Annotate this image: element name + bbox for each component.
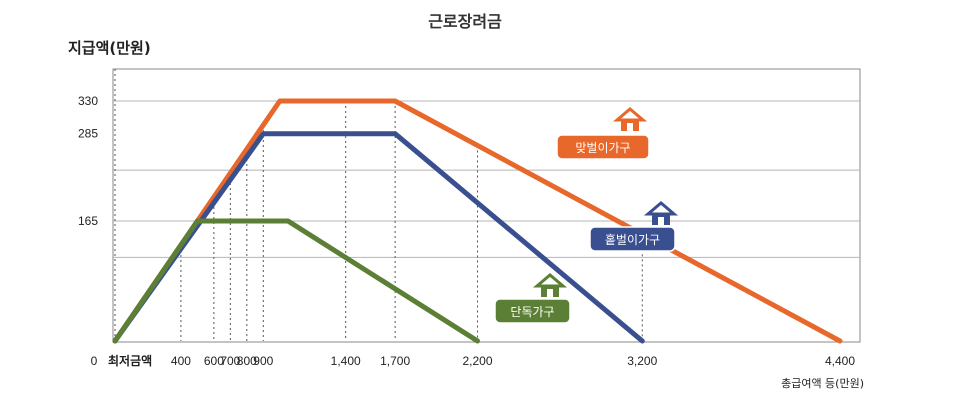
chart-title: 근로장려금	[428, 12, 502, 31]
x-tick-label-4400: 4,400	[825, 354, 855, 368]
y-tick-label-165: 165	[78, 214, 98, 228]
x-tick-label-400: 400	[171, 354, 191, 368]
series-badge-box-3	[494, 298, 571, 324]
series-badge-3: 단독가구	[494, 273, 571, 324]
series-lines	[112, 98, 843, 344]
x-tick-label-700: 700	[220, 354, 240, 368]
y-axis-label: 지급액(만원)	[68, 39, 151, 57]
house-icon-door	[547, 289, 553, 297]
x-origin-label: 0	[91, 354, 98, 368]
x-axis-label: 총급여액 등(만원)	[781, 377, 864, 390]
series-badge-2: 홑벌이가구	[589, 201, 679, 252]
series-badge-label-2: 홑벌이가구	[605, 233, 660, 247]
x-tick-label-600: 600	[204, 354, 224, 368]
y-tick-label-330: 330	[78, 94, 98, 108]
house-icon-roof	[643, 201, 679, 216]
series-badge-label-1: 맞벌이가구	[575, 141, 630, 155]
house-icon	[643, 201, 679, 225]
series-badge-box-2	[589, 226, 676, 252]
series-badge-label-3: 단독가구	[510, 305, 554, 319]
y-tick-labels: 165 285 330	[78, 94, 98, 228]
series-badge-1: 맞벌이가구	[556, 107, 650, 160]
series-line-3	[112, 218, 480, 344]
plot-area	[112, 68, 861, 343]
x-tick-guides	[114, 69, 643, 341]
house-icon-roof	[532, 273, 568, 288]
house-icon	[612, 107, 648, 131]
x-tick-label-800: 800	[237, 354, 257, 368]
series-badge-box-1	[556, 134, 650, 160]
x-tick-label-900: 900	[253, 354, 273, 368]
x-tick-label-1400: 1,400	[331, 354, 361, 368]
house-icon-roof	[612, 107, 648, 122]
x-tick-label-2200: 2,200	[462, 354, 492, 368]
house-icon	[532, 273, 568, 297]
minimum-amount-label: 최저금액	[108, 353, 152, 368]
y-tick-label-285: 285	[78, 127, 98, 141]
x-tick-label-1700: 1,700	[380, 354, 410, 368]
house-icon-door	[627, 123, 633, 131]
x-tick-label-3200: 3,200	[627, 354, 657, 368]
house-icon-door	[658, 217, 664, 225]
